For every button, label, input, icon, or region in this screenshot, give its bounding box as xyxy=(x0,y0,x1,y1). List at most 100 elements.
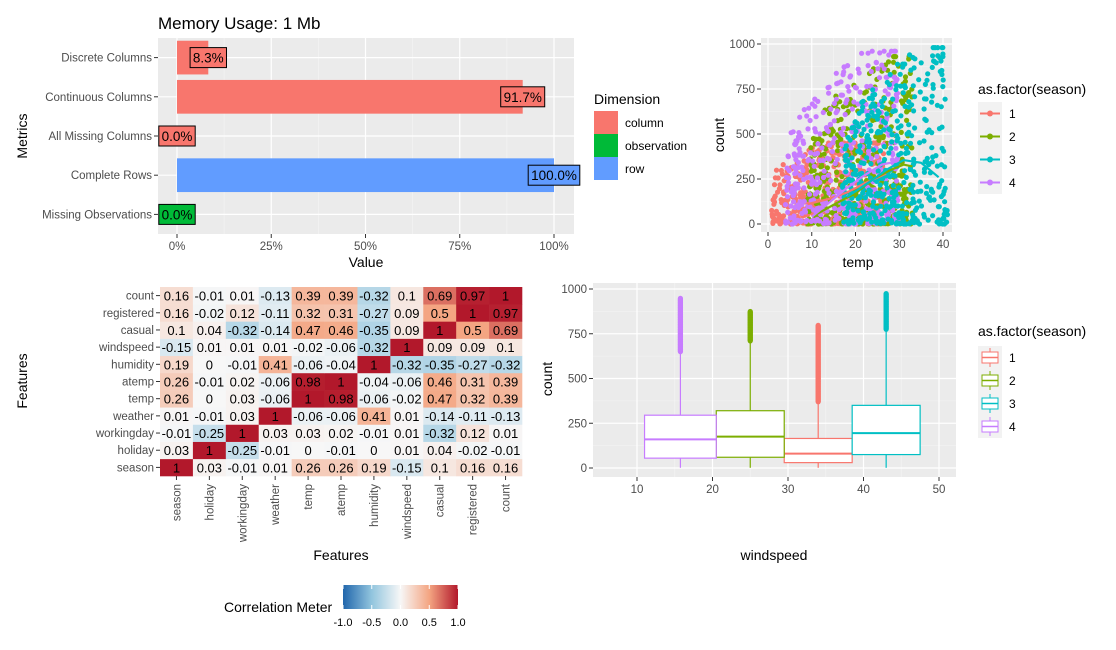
heatmap-cell-value: 0.32 xyxy=(295,306,320,321)
heatmap-cell-value: 0.03 xyxy=(164,443,189,458)
memory-legend-label: row xyxy=(625,162,645,176)
heatmap-cell xyxy=(258,458,292,477)
heatmap-cell xyxy=(390,390,424,408)
heatmap-cell xyxy=(456,372,490,391)
scatter-point xyxy=(792,204,798,211)
scatter-point xyxy=(855,101,861,107)
heatmap-cell xyxy=(489,321,523,339)
scatter-point xyxy=(912,125,918,131)
scatter-point xyxy=(894,118,900,124)
heatmap-cell xyxy=(160,372,194,391)
scatter-point xyxy=(926,194,933,200)
heatmap-cell xyxy=(423,321,457,339)
heatmap-cell xyxy=(225,372,260,391)
heatmap-cell xyxy=(258,390,292,408)
heatmap-row-label: casual xyxy=(121,325,154,337)
scatter-point xyxy=(890,96,896,102)
heatmap-cell xyxy=(225,424,260,442)
heatmap-cell-value: -0.06 xyxy=(293,409,323,424)
scatter-point xyxy=(886,126,892,132)
scatter-point xyxy=(879,211,885,217)
scatter-point xyxy=(939,124,945,130)
heatmap-cell xyxy=(225,390,260,408)
heatmap-cell xyxy=(456,458,490,477)
scatter-point xyxy=(938,162,945,168)
scatter-point xyxy=(910,83,916,89)
scatter-point xyxy=(940,45,946,51)
scatter-point xyxy=(898,150,904,156)
scatter-x-tick-label: 30 xyxy=(893,239,906,251)
scatter-point xyxy=(819,145,825,151)
scatter-legend-label: 3 xyxy=(1009,153,1016,167)
scatter-point xyxy=(785,154,792,160)
scatter-point xyxy=(827,121,834,127)
scatter-point xyxy=(808,145,814,151)
heatmap-cell xyxy=(324,355,358,374)
heatmap-cell xyxy=(423,407,457,425)
scatter-point xyxy=(891,103,897,109)
boxplot-box xyxy=(643,414,717,459)
scatter-point xyxy=(833,213,839,219)
scatter-point xyxy=(860,190,866,196)
boxplot-y-ticks: 0 250 500 750 1000 xyxy=(561,284,593,475)
heatmap-cell xyxy=(390,321,424,339)
heatmap-cell xyxy=(192,304,227,322)
scatter-point xyxy=(921,138,927,144)
scatter-point xyxy=(779,171,786,177)
scatter-point xyxy=(901,179,907,186)
scatter-point xyxy=(815,141,821,147)
scatter-point xyxy=(811,163,817,169)
scatter-point xyxy=(897,71,903,77)
heatmap-column-label: weather xyxy=(270,484,282,526)
heatmap-cell xyxy=(357,355,391,374)
heatmap-cell xyxy=(324,441,358,460)
scatter-point xyxy=(934,163,941,169)
scatter-point xyxy=(873,60,880,66)
scatter-point xyxy=(814,150,821,156)
scatter-point xyxy=(839,92,846,98)
scatter-point xyxy=(929,145,935,151)
scatter-point xyxy=(939,145,945,151)
scatter-point xyxy=(865,148,872,154)
scatter-point xyxy=(828,178,834,184)
scatter-x-ticks: 0 10 20 30 40 xyxy=(765,232,949,251)
memory-category-label: Discrete Columns xyxy=(61,53,152,65)
scatter-point xyxy=(871,113,877,119)
scatter-legend-title: as.factor(season) xyxy=(978,81,1086,97)
scatter-point xyxy=(903,150,909,156)
scatter-smooth-line xyxy=(846,158,940,198)
heatmap-cell-value: -0.32 xyxy=(227,323,257,338)
scatter-point xyxy=(843,169,849,175)
heatmap-cell-value: 0.03 xyxy=(230,409,255,424)
heatmap-row-label: season xyxy=(117,462,154,474)
heatmap-cell xyxy=(456,355,490,374)
scatter-point xyxy=(793,157,799,163)
heatmap-cell-value: -0.15 xyxy=(392,460,422,475)
heatmap-row-label: temp xyxy=(128,394,154,406)
scatter-point xyxy=(770,213,776,219)
scatter-point xyxy=(938,58,944,64)
memory-bar-label-box xyxy=(189,47,227,69)
scatter-point xyxy=(840,125,847,131)
scatter-point xyxy=(892,48,899,54)
boxplot-box xyxy=(783,437,853,464)
correlation-legend-title: Correlation Meter xyxy=(224,599,332,615)
heatmap-cell xyxy=(423,372,457,391)
memory-category-label: Continuous Columns xyxy=(45,92,152,104)
memory-legend-swatch xyxy=(594,157,618,180)
scatter-point xyxy=(903,174,909,180)
heatmap-cell xyxy=(390,407,424,425)
scatter-point xyxy=(832,160,838,167)
heatmap-cell-value: 1 xyxy=(502,289,509,304)
scatter-point xyxy=(856,110,862,116)
heatmap-cell xyxy=(456,338,490,357)
scatter-legend-label: 2 xyxy=(1009,130,1016,144)
scatter-point xyxy=(858,160,864,166)
scatter-point xyxy=(877,148,884,154)
scatter-point xyxy=(865,191,871,197)
scatter-point xyxy=(888,145,894,151)
heatmap-cell-value: 0.01 xyxy=(263,460,288,475)
heatmap-cell xyxy=(357,304,391,322)
heatmap-cell-value: 0.26 xyxy=(295,460,320,475)
